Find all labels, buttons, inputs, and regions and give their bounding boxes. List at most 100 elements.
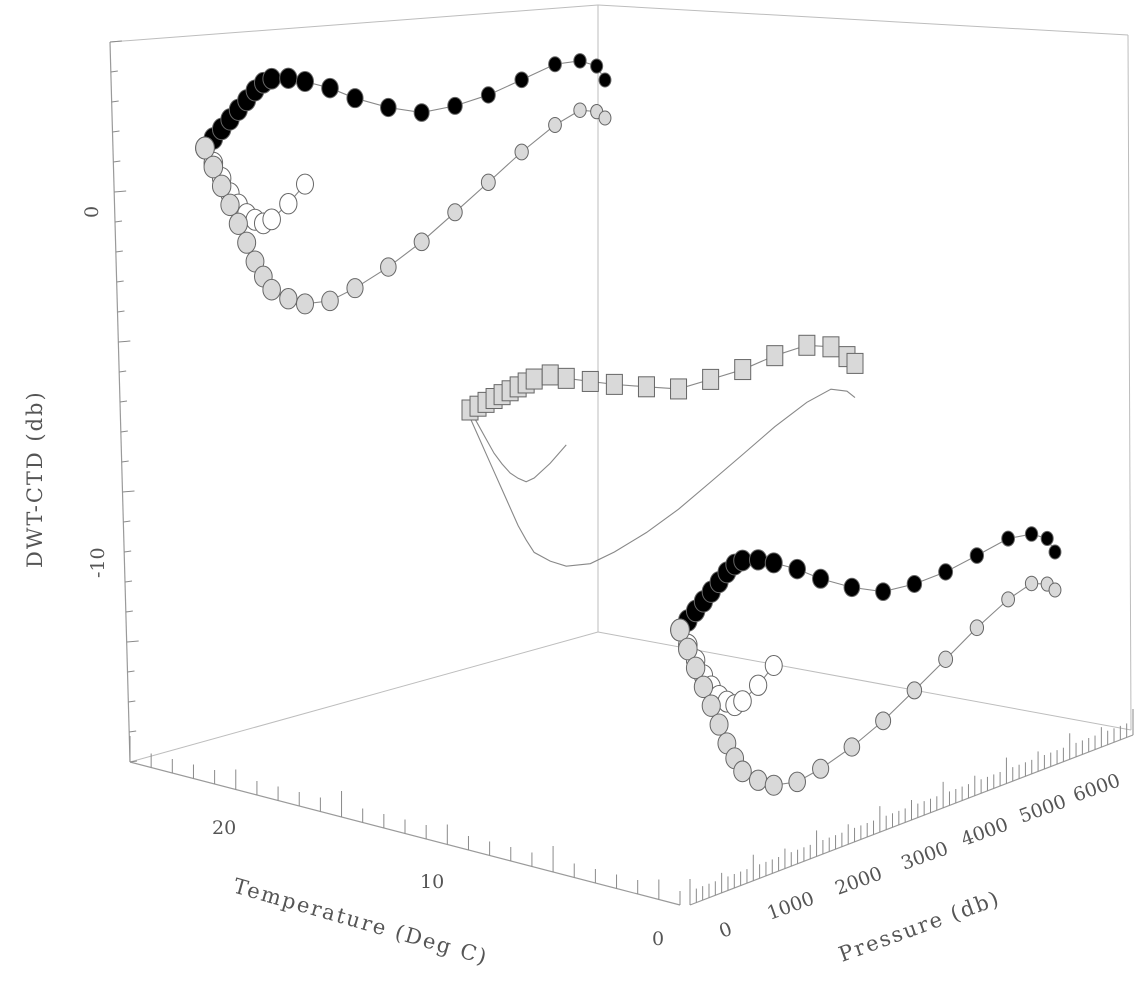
lower-panel-marker: [843, 737, 861, 757]
center-square-marker: [670, 378, 688, 400]
upper-panel-marker: [262, 67, 281, 90]
lower-panel-marker: [748, 549, 768, 571]
z-axis-tick: [110, 70, 118, 73]
upper-panel-marker: [321, 290, 339, 312]
z-axis-tick: [114, 190, 127, 193]
z-axis-tick: [113, 160, 121, 163]
z-axis-tick: [129, 760, 138, 763]
center-square-marker: [525, 368, 543, 390]
upper-panel-marker: [237, 231, 257, 254]
z-axis-tick: [126, 640, 139, 643]
center-projection-trace: [469, 388, 856, 567]
center-square-marker: [637, 376, 655, 398]
z-axis-tick: [115, 250, 123, 253]
back-top-left-edge: [109, 4, 599, 43]
lower-panel-marker: [938, 563, 954, 581]
temperature-tick-label-20: 20: [212, 817, 236, 839]
upper-panel-marker: [321, 77, 339, 99]
upper-panel-marker: [296, 173, 314, 195]
upper-panel-marker: [228, 212, 248, 235]
z-axis-tick: [114, 220, 123, 223]
axis-ticks: [109, 40, 1134, 905]
upper-panel-marker: [346, 278, 364, 299]
lower-panel-trace-0: [679, 533, 1056, 631]
lower-panel-marker: [1048, 582, 1062, 598]
lower-panel-marker: [1040, 530, 1054, 547]
lower-panel-marker: [748, 769, 768, 791]
z-axis-tick: [118, 340, 131, 343]
lower-panel-marker: [1024, 575, 1039, 592]
pressure-tick-label-3000: 3000: [898, 837, 951, 874]
z-axis-tick: [124, 550, 132, 553]
center-square-marker: [581, 370, 599, 392]
upper-panel-marker: [598, 110, 612, 126]
lower-panel-marker: [1048, 544, 1062, 560]
z-axis-title: DWT-CTD (db): [23, 390, 47, 568]
floor-left-edge: [129, 631, 599, 763]
upper-panel-marker: [590, 58, 604, 74]
lower-panel-marker: [709, 713, 729, 736]
pressure-tick-label-2000: 2000: [832, 862, 885, 899]
center-square-marker: [766, 345, 784, 367]
z-axis-tick: [119, 400, 128, 403]
upper-panel-marker: [514, 71, 529, 89]
z-axis-tick: [121, 460, 129, 463]
lower-panel-marker: [788, 558, 806, 580]
series-markers: [195, 53, 1062, 796]
z-axis-tick: [112, 130, 120, 133]
z-axis-tick: [128, 700, 136, 703]
upper-panel-marker: [514, 143, 529, 161]
pressure-axis-title: Pressure (db): [836, 886, 1004, 967]
z-axis-tick: [119, 370, 127, 373]
upper-panel-marker: [548, 117, 562, 134]
lower-panel-marker: [788, 771, 806, 793]
upper-panel-marker: [413, 232, 430, 252]
lower-panel-marker: [733, 760, 752, 783]
lower-panel-marker: [875, 582, 892, 601]
upper-panel-marker: [279, 288, 298, 310]
z-axis-tick: [129, 730, 137, 733]
right-vertical-edge: [1127, 34, 1132, 731]
lower-panel-marker: [733, 549, 752, 572]
upper-panel-marker: [598, 72, 612, 88]
temperature-tick-label-10: 10: [420, 871, 444, 893]
upper-panel-marker: [262, 208, 281, 231]
pressure-tick-label-0: 0: [716, 918, 735, 943]
center-square-marker: [557, 367, 575, 389]
upper-panel-marker: [447, 96, 463, 115]
upper-panel-marker: [447, 203, 463, 222]
upper-panel-marker: [573, 53, 587, 69]
center-square-marker: [702, 368, 720, 390]
upper-panel-marker: [262, 278, 281, 301]
pressure-tick-label-6000: 6000: [1070, 769, 1123, 806]
series-traces: [204, 60, 1056, 786]
lower-panel-marker: [969, 547, 985, 564]
lower-panel-marker: [843, 577, 861, 598]
center-square-marker: [798, 334, 816, 356]
z-axis-tick: [120, 430, 128, 433]
lower-panel-marker: [764, 552, 783, 574]
upper-panel-marker: [573, 102, 587, 118]
temperature-axis-title: Temperature (Deg C): [231, 874, 491, 970]
upper-panel-marker: [480, 173, 496, 192]
upper-panel-marker: [279, 193, 298, 215]
pressure-tick-label-5000: 5000: [1016, 790, 1069, 827]
upper-panel-marker: [380, 257, 397, 277]
z-axis-tick: [124, 580, 133, 583]
pressure-tick-label-1000: 1000: [764, 887, 817, 924]
floor-right-edge: [597, 631, 1132, 731]
pressure-tick-label-4000: 4000: [958, 813, 1011, 850]
upper-panel-marker: [195, 136, 215, 160]
lower-panel-marker: [748, 674, 768, 696]
lower-panel-marker: [733, 690, 752, 712]
upper-panel-marker: [548, 56, 562, 73]
center-square-marker: [822, 336, 840, 358]
lower-panel-marker: [969, 619, 985, 637]
center-square-marker: [734, 359, 752, 381]
upper-panel-marker: [211, 174, 232, 198]
lower-panel-marker: [693, 675, 714, 699]
plot-box: [109, 4, 1134, 906]
upper-panel-marker: [296, 293, 314, 315]
upper-panel-marker: [346, 88, 364, 109]
